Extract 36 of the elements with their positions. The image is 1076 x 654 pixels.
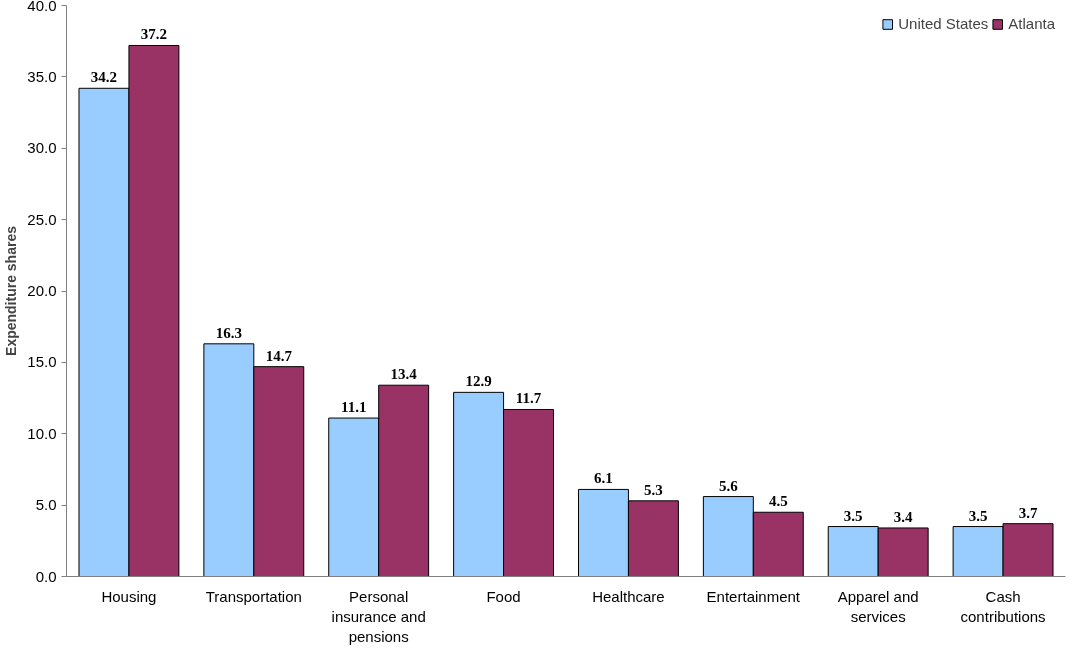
data-label: 11.1 (341, 399, 367, 416)
y-tick-label: 10.0 (27, 424, 57, 442)
data-label: 34.2 (90, 69, 118, 86)
data-label: 3.5 (843, 507, 863, 524)
data-label: 3.7 (1018, 504, 1038, 521)
y-tick-label: 40.0 (27, 0, 57, 14)
legend-label: United States (898, 15, 989, 32)
x-tick-label: Transportation (205, 587, 302, 605)
data-label: 5.6 (718, 477, 739, 494)
data-label: 16.3 (215, 324, 242, 341)
data-label: 5.3 (644, 481, 663, 498)
data-label: 3.4 (893, 508, 914, 525)
y-tick-label: 15.0 (27, 353, 57, 371)
data-label: 12.9 (465, 373, 492, 390)
y-axis-title: Expenditure shares (3, 225, 20, 356)
x-tick-label: Housing (101, 587, 157, 605)
data-label: 14.7 (265, 347, 293, 364)
data-label: 4.5 (768, 493, 788, 510)
data-label: 3.5 (968, 507, 988, 524)
x-tick-label: Healthcare (592, 587, 665, 605)
y-tick-label: 0.0 (35, 567, 57, 585)
y-tick-label: 30.0 (27, 139, 57, 157)
y-tick-label: 35.0 (27, 67, 57, 85)
x-tick-label: Cash contributions (960, 587, 1046, 625)
x-tick-label: Personal insurance and pensions (331, 587, 426, 646)
legend-label: Atlanta (1008, 15, 1055, 32)
y-tick-label: 25.0 (27, 210, 57, 228)
y-tick-label: 5.0 (35, 496, 57, 514)
data-label: 37.2 (140, 26, 168, 43)
y-tick-label: 20.0 (27, 282, 57, 299)
data-label: 13.4 (390, 366, 418, 383)
data-label: 11.7 (515, 390, 542, 407)
x-tick-label: Food (486, 587, 521, 605)
x-tick-label: Apparel and services (837, 587, 919, 625)
x-tick-label: Entertainment (706, 587, 801, 605)
data-label: 6.1 (594, 470, 613, 487)
